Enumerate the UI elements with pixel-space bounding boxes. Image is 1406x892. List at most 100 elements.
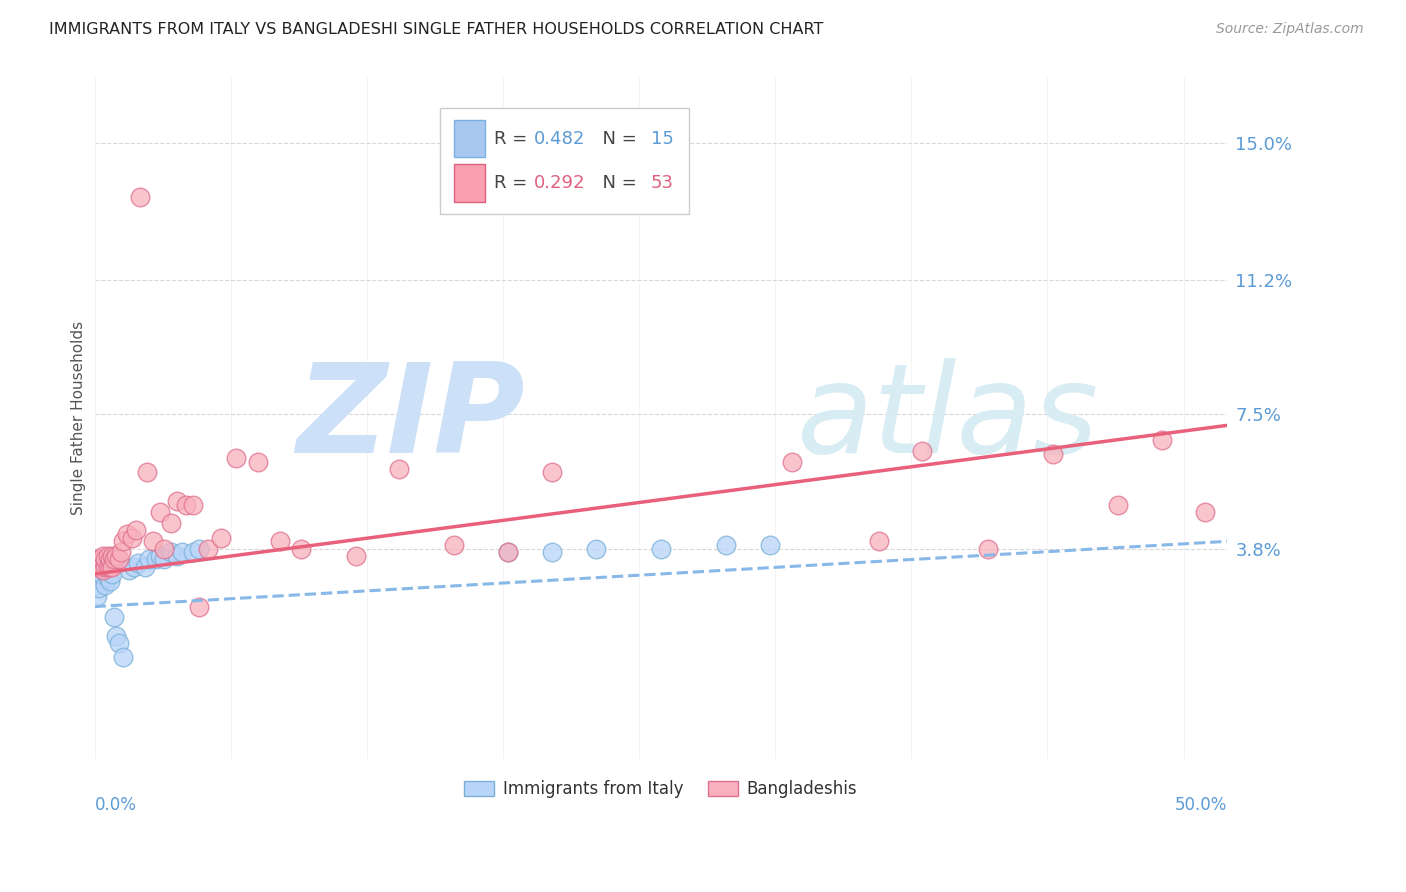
Point bbox=[1107, 498, 1129, 512]
Point bbox=[780, 454, 803, 468]
Point bbox=[197, 541, 219, 556]
Point bbox=[125, 524, 148, 538]
Point bbox=[86, 552, 108, 566]
Text: 50.0%: 50.0% bbox=[1175, 797, 1227, 814]
Point bbox=[149, 549, 172, 563]
Point bbox=[344, 549, 367, 563]
Bar bbox=[454, 120, 485, 158]
FancyBboxPatch shape bbox=[440, 108, 689, 214]
Point bbox=[127, 556, 149, 570]
Point bbox=[159, 545, 181, 559]
Text: Source: ZipAtlas.com: Source: ZipAtlas.com bbox=[1216, 22, 1364, 37]
Point bbox=[142, 534, 165, 549]
Point bbox=[94, 578, 117, 592]
Text: 0.482: 0.482 bbox=[534, 129, 585, 148]
Point bbox=[181, 498, 204, 512]
Point bbox=[101, 559, 124, 574]
Point bbox=[91, 563, 114, 577]
Point bbox=[105, 629, 128, 643]
Point bbox=[166, 549, 188, 563]
Point bbox=[159, 516, 181, 531]
Point bbox=[101, 566, 124, 581]
Point bbox=[122, 559, 145, 574]
Point bbox=[290, 541, 312, 556]
Text: 0.292: 0.292 bbox=[534, 174, 585, 192]
Point bbox=[98, 559, 121, 574]
Point bbox=[188, 599, 211, 614]
Point bbox=[98, 552, 121, 566]
Point bbox=[1194, 505, 1216, 519]
Point bbox=[188, 541, 211, 556]
Point bbox=[153, 552, 176, 566]
Text: 53: 53 bbox=[651, 174, 673, 192]
Point bbox=[91, 549, 114, 563]
Point bbox=[868, 534, 890, 549]
Point bbox=[181, 545, 204, 559]
Point bbox=[443, 538, 465, 552]
Point bbox=[388, 462, 411, 476]
Point bbox=[111, 534, 134, 549]
Legend: Immigrants from Italy, Bangladeshis: Immigrants from Italy, Bangladeshis bbox=[458, 773, 863, 805]
Point bbox=[90, 559, 112, 574]
Point bbox=[758, 538, 780, 552]
Point bbox=[97, 571, 120, 585]
Text: ZIP: ZIP bbox=[297, 358, 524, 479]
Point bbox=[86, 578, 108, 592]
Point bbox=[135, 466, 157, 480]
Point bbox=[91, 552, 114, 566]
Point bbox=[90, 552, 112, 566]
Point bbox=[118, 563, 141, 577]
Point bbox=[87, 571, 110, 585]
Point bbox=[145, 552, 167, 566]
Point bbox=[110, 545, 132, 559]
Point bbox=[149, 505, 172, 519]
Point bbox=[174, 498, 197, 512]
Point bbox=[714, 538, 737, 552]
Point bbox=[107, 552, 129, 566]
Text: IMMIGRANTS FROM ITALY VS BANGLADESHI SINGLE FATHER HOUSEHOLDS CORRELATION CHART: IMMIGRANTS FROM ITALY VS BANGLADESHI SIN… bbox=[49, 22, 824, 37]
Point bbox=[87, 552, 110, 566]
Point bbox=[87, 582, 110, 596]
Point bbox=[166, 494, 188, 508]
Text: N =: N = bbox=[591, 174, 643, 192]
Point bbox=[129, 190, 152, 204]
Text: 15: 15 bbox=[651, 129, 673, 148]
Point bbox=[94, 552, 117, 566]
Point bbox=[138, 552, 160, 566]
Point bbox=[107, 636, 129, 650]
Point bbox=[541, 545, 564, 559]
Point bbox=[170, 545, 193, 559]
Point bbox=[97, 559, 120, 574]
Point bbox=[87, 559, 110, 574]
Point bbox=[153, 541, 176, 556]
Point bbox=[134, 559, 156, 574]
Point bbox=[101, 549, 124, 563]
Point bbox=[90, 559, 112, 574]
Point bbox=[911, 443, 934, 458]
Text: R =: R = bbox=[495, 174, 533, 192]
Point bbox=[541, 466, 564, 480]
Text: atlas: atlas bbox=[797, 358, 1099, 479]
Point bbox=[86, 559, 108, 574]
Point bbox=[246, 454, 269, 468]
Point bbox=[91, 559, 114, 574]
Point bbox=[1042, 447, 1064, 461]
Point bbox=[111, 650, 134, 665]
Point bbox=[98, 574, 121, 589]
Point bbox=[121, 531, 143, 545]
Text: R =: R = bbox=[495, 129, 533, 148]
Point bbox=[209, 531, 232, 545]
Point bbox=[976, 541, 998, 556]
Point bbox=[498, 545, 520, 559]
Point bbox=[498, 545, 520, 559]
Bar bbox=[454, 164, 485, 202]
Point bbox=[650, 541, 672, 556]
Point bbox=[585, 541, 607, 556]
Point bbox=[94, 559, 117, 574]
Point bbox=[105, 549, 128, 563]
Point bbox=[86, 589, 108, 603]
Point bbox=[103, 552, 125, 566]
Text: 0.0%: 0.0% bbox=[94, 797, 136, 814]
Point bbox=[1150, 433, 1173, 447]
Point bbox=[269, 534, 291, 549]
